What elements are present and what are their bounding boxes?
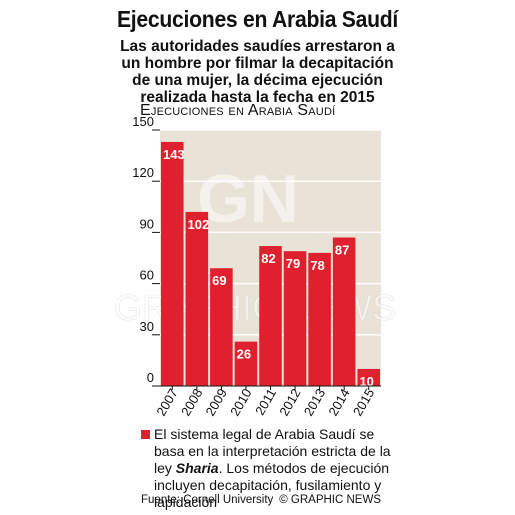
note-text: El sistema legal de Arabia Saudí se basa… bbox=[154, 426, 391, 476]
note-emphasis: Sharia bbox=[175, 460, 219, 476]
y-tick-label: 150 bbox=[132, 114, 154, 129]
bar bbox=[308, 252, 331, 386]
chart-title: Ejecuciones en Arabia Saudí bbox=[116, 6, 399, 32]
bar-value-label: 143 bbox=[163, 147, 185, 162]
source-text: Fuente: Cornell University bbox=[141, 494, 274, 506]
bar-value-label: 26 bbox=[237, 347, 251, 362]
x-tick-label: 2008 bbox=[178, 386, 205, 419]
bar-value-label: 102 bbox=[188, 217, 210, 232]
y-tick-label: 0 bbox=[147, 370, 154, 385]
footer: Fuente: Cornell University © GRAPHIC NEW… bbox=[141, 494, 381, 506]
y-tick-label: 90 bbox=[140, 216, 154, 231]
y-tick-label: 30 bbox=[140, 319, 154, 334]
x-tick-label: 2013 bbox=[301, 386, 328, 419]
bar-value-label: 10 bbox=[359, 374, 373, 389]
x-tick-label: 2015 bbox=[350, 386, 377, 419]
bar-value-label: 87 bbox=[335, 243, 349, 258]
bar-value-label: 69 bbox=[212, 273, 226, 288]
svg-text:GN: GN bbox=[197, 161, 299, 237]
bars: 143 102 69 26 82 79 78 87 10 bbox=[161, 141, 380, 389]
y-tick-label: 60 bbox=[140, 268, 154, 283]
bar bbox=[210, 268, 233, 386]
bar bbox=[161, 141, 184, 386]
bar bbox=[234, 341, 258, 386]
bar-value-label: 82 bbox=[261, 251, 275, 266]
bar bbox=[357, 368, 380, 386]
chart-heading: Ejecuciones en Arabia Saudí bbox=[140, 102, 336, 119]
x-tick-label: 2009 bbox=[203, 386, 230, 419]
bar-value-label: 78 bbox=[310, 258, 324, 273]
x-tick-label: 2014 bbox=[325, 386, 352, 419]
copyright-text: © GRAPHIC NEWS bbox=[279, 494, 381, 506]
y-tick-label: 120 bbox=[132, 165, 154, 180]
note-bullet-square bbox=[141, 430, 150, 439]
note-text-end: . Los métodos de ejecución incluyen deca… bbox=[154, 460, 390, 510]
x-tick-label: 2010 bbox=[227, 386, 254, 419]
bar bbox=[185, 211, 209, 386]
bar-value-label: 79 bbox=[286, 256, 300, 271]
bar bbox=[283, 251, 307, 386]
chart-subtitle: Las autoridades saudíes arrestaron a un … bbox=[120, 38, 395, 106]
x-tick-label: 2011 bbox=[252, 386, 279, 418]
bar bbox=[332, 237, 356, 386]
x-tick-label: 2012 bbox=[276, 386, 303, 419]
x-tick-label: 2007 bbox=[153, 386, 180, 419]
bar bbox=[259, 246, 282, 386]
legal-note: El sistema legal de Arabia Saudí se basa… bbox=[141, 426, 399, 511]
y-axis-ticks: 0 30 60 90 120 150 bbox=[132, 114, 160, 387]
